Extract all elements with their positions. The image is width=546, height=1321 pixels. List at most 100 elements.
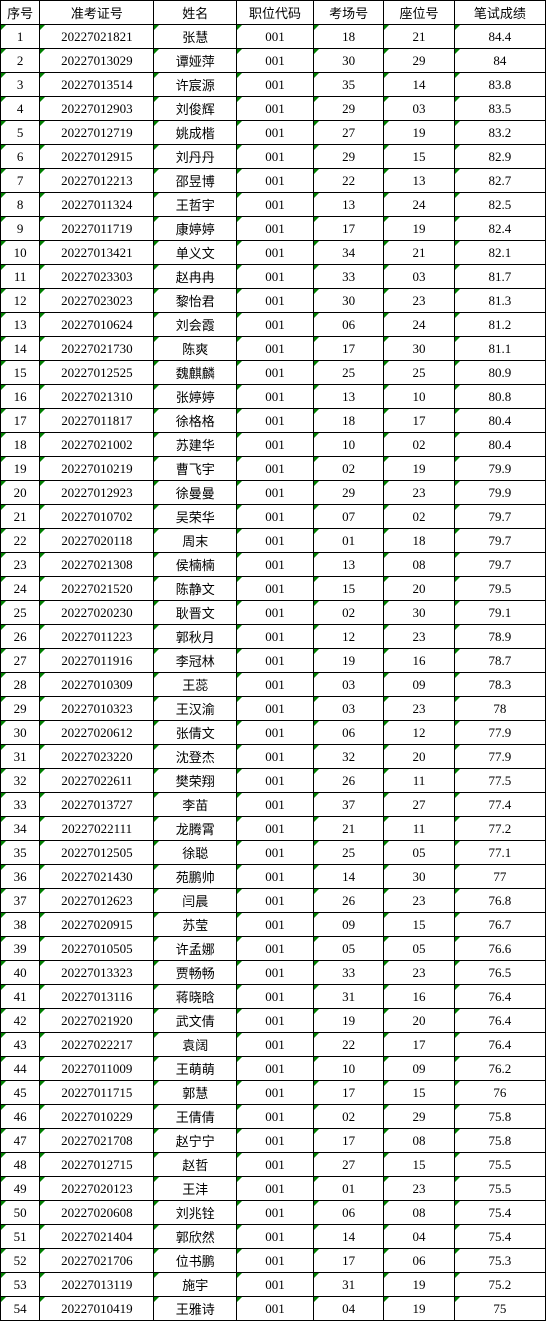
header-score: 笔试成绩 — [454, 1, 545, 25]
cell-name: 李冠林 — [154, 649, 237, 673]
cell-score: 81.3 — [454, 289, 545, 313]
table-row: 620227012915刘丹丹001291582.9 — [1, 145, 546, 169]
cell-exam-id: 20227021430 — [40, 865, 154, 889]
cell-seat: 12 — [384, 721, 454, 745]
cell-seq: 5 — [1, 121, 40, 145]
cell-score: 76.8 — [454, 889, 545, 913]
cell-seat: 23 — [384, 1177, 454, 1201]
cell-seq: 4 — [1, 97, 40, 121]
cell-room: 31 — [313, 1273, 383, 1297]
cell-seq: 10 — [1, 241, 40, 265]
cell-seat: 16 — [384, 985, 454, 1009]
cell-room: 19 — [313, 649, 383, 673]
cell-position-code: 001 — [237, 1009, 314, 1033]
cell-seq: 44 — [1, 1057, 40, 1081]
cell-score: 79.7 — [454, 529, 545, 553]
cell-position-code: 001 — [237, 1105, 314, 1129]
cell-exam-id: 20227013514 — [40, 73, 154, 97]
cell-score: 75.3 — [454, 1249, 545, 1273]
cell-position-code: 001 — [237, 1225, 314, 1249]
table-row: 220227013029谭娅萍001302984 — [1, 49, 546, 73]
cell-score: 75.4 — [454, 1225, 545, 1249]
cell-score: 79.5 — [454, 577, 545, 601]
cell-room: 33 — [313, 265, 383, 289]
cell-room: 04 — [313, 1297, 383, 1321]
cell-room: 10 — [313, 433, 383, 457]
cell-seat: 19 — [384, 1297, 454, 1321]
cell-exam-id: 20227021920 — [40, 1009, 154, 1033]
cell-name: 张倩文 — [154, 721, 237, 745]
cell-room: 19 — [313, 1009, 383, 1033]
cell-seat: 08 — [384, 1129, 454, 1153]
cell-name: 黎怡君 — [154, 289, 237, 313]
table-row: 1820227021002苏建华001100280.4 — [1, 433, 546, 457]
table-row: 3420227022111龙腾霄001211177.2 — [1, 817, 546, 841]
cell-position-code: 001 — [237, 49, 314, 73]
cell-seat: 15 — [384, 145, 454, 169]
cell-name: 王汉渝 — [154, 697, 237, 721]
table-row: 2920227010323王汉渝001032378 — [1, 697, 546, 721]
cell-room: 37 — [313, 793, 383, 817]
cell-seq: 39 — [1, 937, 40, 961]
cell-score: 76.4 — [454, 1009, 545, 1033]
table-row: 5420227010419王雅诗001041975 — [1, 1297, 546, 1321]
cell-seat: 30 — [384, 865, 454, 889]
cell-seq: 23 — [1, 553, 40, 577]
cell-seat: 29 — [384, 1105, 454, 1129]
cell-exam-id: 20227021002 — [40, 433, 154, 457]
cell-room: 18 — [313, 409, 383, 433]
cell-score: 82.7 — [454, 169, 545, 193]
table-row: 5020227020608刘兆铨001060875.4 — [1, 1201, 546, 1225]
cell-score: 76.4 — [454, 985, 545, 1009]
cell-seat: 30 — [384, 337, 454, 361]
cell-room: 02 — [313, 457, 383, 481]
cell-seat: 09 — [384, 673, 454, 697]
cell-score: 75.5 — [454, 1177, 545, 1201]
cell-room: 31 — [313, 985, 383, 1009]
cell-position-code: 001 — [237, 505, 314, 529]
cell-name: 王雅诗 — [154, 1297, 237, 1321]
cell-name: 王萌萌 — [154, 1057, 237, 1081]
cell-position-code: 001 — [237, 313, 314, 337]
cell-score: 79.9 — [454, 457, 545, 481]
cell-score: 80.4 — [454, 433, 545, 457]
cell-seq: 51 — [1, 1225, 40, 1249]
cell-exam-id: 20227021708 — [40, 1129, 154, 1153]
cell-room: 17 — [313, 337, 383, 361]
cell-seat: 20 — [384, 1009, 454, 1033]
cell-exam-id: 20227022111 — [40, 817, 154, 841]
cell-score: 80.4 — [454, 409, 545, 433]
cell-room: 27 — [313, 121, 383, 145]
cell-room: 29 — [313, 481, 383, 505]
table-row: 5220227021706位书鹏001170675.3 — [1, 1249, 546, 1273]
cell-exam-id: 20227010219 — [40, 457, 154, 481]
table-row: 2520227020230耿晋文001023079.1 — [1, 601, 546, 625]
cell-exam-id: 20227020123 — [40, 1177, 154, 1201]
cell-position-code: 001 — [237, 1057, 314, 1081]
cell-name: 刘丹丹 — [154, 145, 237, 169]
cell-seq: 11 — [1, 265, 40, 289]
cell-seat: 10 — [384, 385, 454, 409]
cell-position-code: 001 — [237, 889, 314, 913]
cell-room: 02 — [313, 601, 383, 625]
cell-name: 李苗 — [154, 793, 237, 817]
cell-seq: 27 — [1, 649, 40, 673]
table-row: 2620227011223郭秋月001122378.9 — [1, 625, 546, 649]
cell-name: 刘俊辉 — [154, 97, 237, 121]
cell-exam-id: 20227011324 — [40, 193, 154, 217]
cell-name: 王沣 — [154, 1177, 237, 1201]
cell-seq: 38 — [1, 913, 40, 937]
cell-score: 82.1 — [454, 241, 545, 265]
cell-room: 32 — [313, 745, 383, 769]
cell-exam-id: 20227010419 — [40, 1297, 154, 1321]
cell-seq: 12 — [1, 289, 40, 313]
cell-seq: 21 — [1, 505, 40, 529]
cell-seat: 17 — [384, 1033, 454, 1057]
cell-seat: 19 — [384, 217, 454, 241]
cell-seat: 06 — [384, 1249, 454, 1273]
cell-score: 77.9 — [454, 721, 545, 745]
cell-position-code: 001 — [237, 769, 314, 793]
cell-name: 吴荣华 — [154, 505, 237, 529]
cell-position-code: 001 — [237, 553, 314, 577]
cell-seq: 29 — [1, 697, 40, 721]
